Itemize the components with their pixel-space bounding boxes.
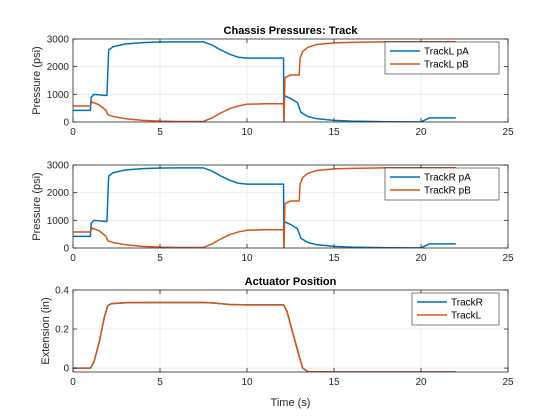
x-tick-label: 10 (241, 253, 253, 264)
axes-box (72, 38, 509, 123)
x-tick-label: 15 (328, 377, 340, 388)
x-tick-label: 25 (502, 253, 514, 264)
legend-label: TrackL (451, 311, 482, 322)
subplot-3-ylabel: Extension (in) (40, 297, 52, 364)
y-tick-label: 1000 (47, 216, 70, 227)
x-tick-label: 20 (415, 127, 427, 138)
y-tick-label: 0 (63, 118, 69, 129)
legend-label: TrackL pA (424, 47, 469, 58)
legend: TrackR TrackL (411, 292, 500, 326)
x-tick-label: 0 (70, 377, 76, 388)
x-tick-label: 15 (328, 127, 340, 138)
legend: TrackR pA TrackR pB (384, 167, 500, 201)
subplot-actuator-position: Actuator Position Extension (in) Time (s… (40, 276, 514, 409)
y-tick-label: 0.4 (55, 286, 69, 297)
subplot-2-ylabel: Pressure (psi) (31, 172, 43, 240)
series-line-trackl-pb (73, 41, 456, 122)
x-tick-label: 0 (70, 253, 76, 264)
subplot-1-ylabel: Pressure (psi) (31, 46, 43, 114)
series-line-trackr-pa (73, 167, 456, 248)
subplot-track-l-pressures: Chassis Pressures: Track Pressure (psi) … (31, 25, 514, 138)
x-tick-label: 20 (415, 253, 427, 264)
y-tick-label: 2000 (47, 188, 70, 199)
x-tick-label: 5 (157, 377, 163, 388)
subplot-3-xlabel: Time (s) (271, 397, 311, 409)
x-tick-label: 5 (157, 127, 163, 138)
legend-label: TrackR pB (424, 186, 471, 197)
legend-box (411, 292, 500, 326)
x-tick-label: 25 (502, 377, 514, 388)
legend-box (384, 41, 500, 75)
y-tick-label: 0 (63, 244, 69, 255)
legend-box (384, 167, 500, 201)
y-tick-label: 3000 (47, 161, 70, 172)
legend-label: TrackL pB (424, 60, 469, 71)
y-tick-label: 1000 (47, 90, 70, 101)
x-tick-label: 10 (241, 377, 253, 388)
series-line-trackr-pb (73, 167, 456, 248)
x-tick-label: 5 (157, 253, 163, 264)
series-line-trackl (73, 301, 456, 372)
series-line-trackl-pa (73, 41, 456, 122)
x-tick-label: 15 (328, 253, 340, 264)
axes-box (72, 164, 509, 249)
subplot-track-r-pressures: Pressure (psi) 0 5 10 15 20 25 0 1000 2000 3000 Tr… (31, 161, 514, 265)
y-tick-label: 0.2 (55, 325, 69, 336)
x-tick-label: 20 (415, 377, 427, 388)
legend-label: TrackR pA (424, 173, 471, 184)
x-tick-label: 0 (70, 127, 76, 138)
y-tick-label: 0 (63, 364, 69, 375)
x-tick-label: 10 (241, 127, 253, 138)
y-tick-label: 3000 (47, 35, 70, 46)
legend-label: TrackR (451, 298, 483, 309)
axes-box (72, 289, 509, 373)
legend: TrackL pA TrackL pB (384, 41, 500, 75)
y-tick-label: 2000 (47, 62, 70, 73)
subplot-3-title: Actuator Position (245, 276, 337, 288)
subplot-1-title: Chassis Pressures: Track (224, 25, 359, 37)
x-tick-label: 25 (502, 127, 514, 138)
